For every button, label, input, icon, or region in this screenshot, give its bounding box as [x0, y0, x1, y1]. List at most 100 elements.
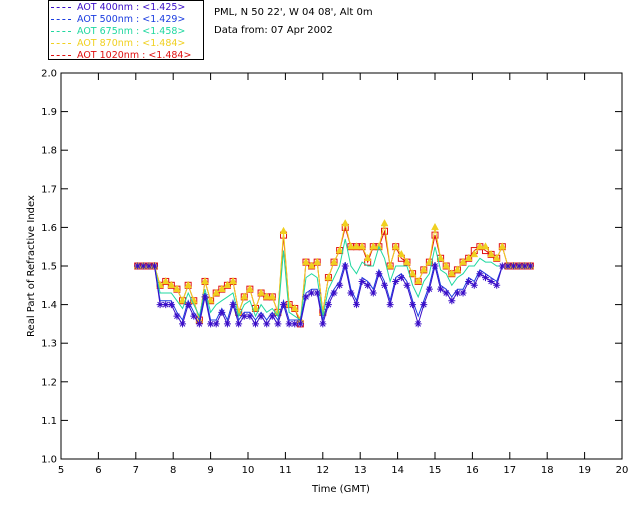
- data-point-star: [218, 308, 226, 316]
- data-point-star: [308, 289, 316, 297]
- location-text: PML, N 50 22', W 04 08', Alt 0m: [214, 7, 373, 18]
- data-point-star: [173, 312, 181, 320]
- data-point-star: [319, 320, 327, 328]
- data-point-star: [268, 312, 276, 320]
- series-layer: [133, 219, 535, 328]
- y-tick-label: 1.2: [41, 377, 57, 388]
- data-point-star: [465, 277, 473, 285]
- data-point-triangle: [408, 269, 417, 277]
- legend-line-1020: [51, 54, 71, 56]
- data-point-star: [470, 281, 478, 289]
- data-point-triangle: [330, 257, 338, 265]
- data-point-star: [151, 262, 158, 270]
- y-tick-label: 1.8: [41, 146, 57, 157]
- data-point-triangle: [481, 242, 490, 250]
- data-point-star: [341, 262, 349, 270]
- data-point-star: [139, 262, 147, 270]
- data-point-star: [179, 320, 187, 328]
- x-tick-label: 6: [95, 465, 101, 476]
- data-point-star: [386, 301, 394, 309]
- x-tick-label: 8: [170, 465, 176, 476]
- data-point-triangle: [464, 253, 473, 262]
- series-line: [137, 223, 531, 322]
- data-point-star: [420, 301, 428, 309]
- legend-entry-675: AOT 675nm : <1.458>: [51, 25, 201, 37]
- data-point-star: [145, 262, 153, 270]
- legend-line-870: [51, 42, 71, 44]
- data-point-star: [352, 301, 360, 309]
- data-point-triangle: [257, 288, 266, 296]
- data-point-triangle: [285, 300, 294, 308]
- data-point-triangle: [386, 261, 395, 269]
- y-tick-label: 1.5: [41, 262, 57, 273]
- data-point-triangle: [184, 280, 193, 289]
- data-point-triangle: [453, 265, 462, 273]
- data-point-star: [240, 312, 248, 320]
- x-tick-label: 13: [354, 465, 367, 476]
- data-point-triangle: [498, 242, 507, 250]
- data-point-star: [229, 301, 237, 309]
- data-point-star: [498, 262, 506, 270]
- data-point-triangle: [302, 257, 310, 265]
- x-tick-label: 15: [429, 465, 442, 476]
- data-point-triangle: [217, 284, 226, 292]
- legend-label-1020: AOT 1020nm : <1.484>: [77, 49, 192, 61]
- data-point-star: [212, 320, 220, 328]
- data-point-star: [324, 301, 332, 309]
- legend: AOT 400nm : <1.425> AOT 500nm : <1.429> …: [48, 0, 204, 61]
- data-point-triangle: [391, 242, 400, 250]
- legend-entry-500: AOT 500nm : <1.429>: [51, 13, 201, 25]
- x-tick-label: 19: [578, 465, 591, 476]
- data-point-triangle: [178, 296, 187, 304]
- data-point-star: [246, 312, 254, 320]
- data-point-star: [476, 270, 484, 278]
- data-point-triangle: [307, 261, 316, 269]
- data-point-star: [235, 320, 243, 328]
- data-point-star: [313, 289, 321, 297]
- data-point-star: [409, 301, 417, 309]
- data-point-triangle: [240, 292, 249, 300]
- data-point-triangle: [290, 303, 299, 312]
- data-point-triangle: [431, 222, 439, 231]
- data-point-triangle: [470, 249, 479, 258]
- data-point-star: [223, 320, 231, 328]
- data-point-star: [291, 320, 299, 328]
- data-point-triangle: [251, 303, 260, 312]
- y-axis-label: Real Part of Refractive Index: [26, 195, 37, 337]
- x-tick-label: 10: [242, 465, 255, 476]
- data-point-triangle: [380, 219, 389, 227]
- data-point-triangle: [167, 280, 176, 289]
- data-point-triangle: [341, 219, 350, 227]
- y-tick-label: 1.9: [41, 107, 57, 118]
- data-point-star: [347, 289, 355, 297]
- data-point-star: [437, 285, 445, 293]
- data-point-star: [392, 277, 400, 285]
- data-point-triangle: [459, 257, 467, 265]
- data-point-star: [184, 301, 192, 309]
- data-point-triangle: [279, 226, 288, 235]
- data-point-triangle: [262, 292, 271, 300]
- data-point-star: [448, 297, 456, 305]
- data-point-star: [487, 277, 495, 285]
- series-aot-870nm: [133, 219, 535, 323]
- date-text: Data from: 07 Apr 2002: [214, 25, 333, 36]
- data-point-triangle: [487, 249, 496, 258]
- legend-line-675: [51, 30, 71, 32]
- data-point-star: [459, 289, 467, 297]
- data-point-triangle: [201, 276, 209, 285]
- legend-label-400: AOT 400nm : <1.425>: [77, 1, 186, 13]
- data-point-triangle: [369, 242, 378, 250]
- data-point-triangle: [206, 296, 215, 304]
- data-point-star: [280, 301, 288, 309]
- y-tick-label: 1.7: [41, 184, 57, 195]
- data-point-star: [442, 289, 450, 297]
- x-tick-label: 17: [503, 465, 516, 476]
- data-point-triangle: [335, 246, 344, 254]
- data-point-triangle: [173, 284, 181, 292]
- data-point-triangle: [212, 288, 221, 296]
- data-point-star: [285, 320, 293, 328]
- data-point-star: [167, 301, 175, 309]
- data-point-star: [274, 320, 282, 328]
- data-point-star: [207, 320, 215, 328]
